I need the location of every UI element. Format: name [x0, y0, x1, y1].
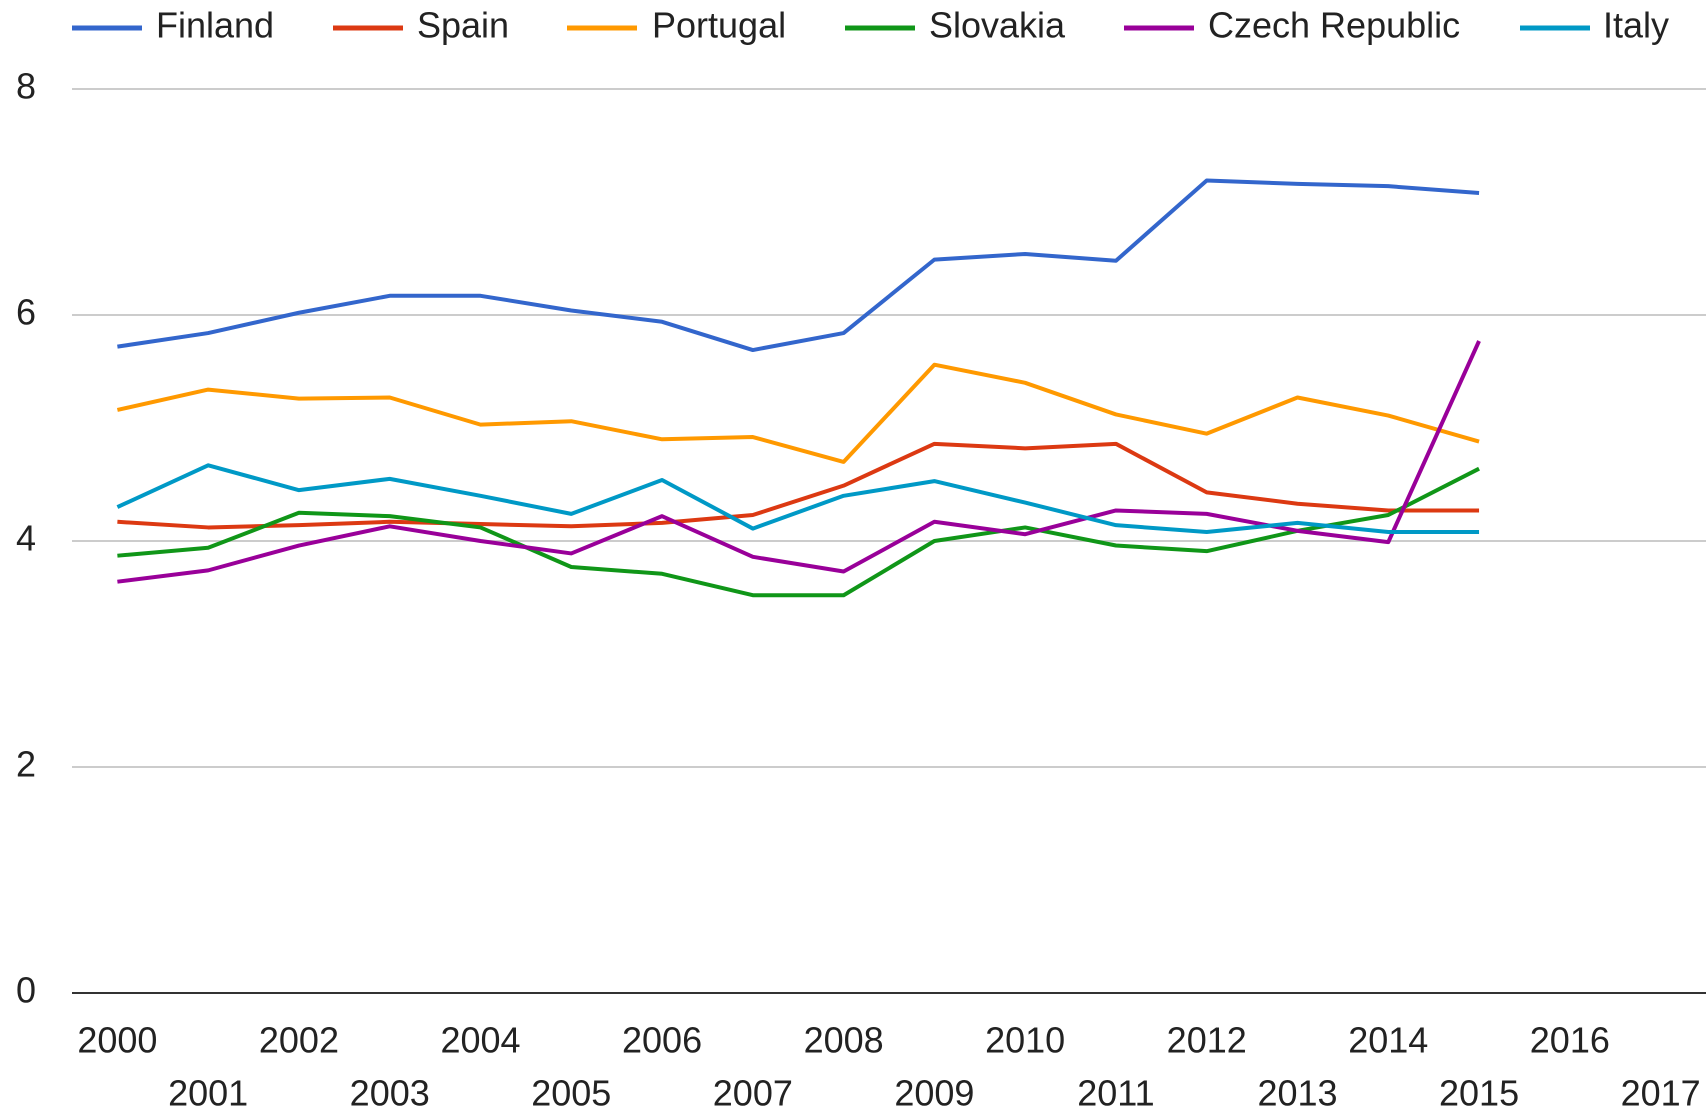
legend-label: Czech Republic [1208, 5, 1460, 46]
series-line [116, 463, 1480, 534]
x-tick-label: 2002 [259, 1020, 339, 1061]
series-line [117, 178, 1480, 353]
y-tick-label: 4 [16, 518, 36, 559]
x-tick-label: 2001 [168, 1073, 248, 1114]
x-tick-label: 2015 [1439, 1073, 1519, 1114]
x-tick-label: 2014 [1348, 1020, 1428, 1061]
x-tick-label: 2005 [531, 1073, 611, 1114]
legend-label: Spain [417, 5, 509, 46]
legend-label: Italy [1603, 5, 1669, 46]
x-tick-label: 2008 [804, 1020, 884, 1061]
x-tick-label: 2006 [622, 1020, 702, 1061]
y-tick-label: 0 [16, 970, 36, 1011]
x-tick-label: 2012 [1167, 1020, 1247, 1061]
series-line [117, 466, 1480, 598]
y-tick-label: 6 [16, 292, 36, 333]
x-tick-label: 2013 [1257, 1073, 1337, 1114]
series-line [117, 340, 1481, 584]
series-line [116, 362, 1480, 464]
legend-label: Finland [156, 5, 274, 46]
y-tick-label: 2 [16, 744, 36, 785]
legend-label: Slovakia [929, 5, 1066, 46]
series-line [117, 441, 1480, 530]
x-tick-label: 2010 [985, 1020, 1065, 1061]
y-tick-label: 8 [16, 66, 36, 107]
x-tick-label: 2007 [713, 1073, 793, 1114]
legend-label: Portugal [652, 5, 786, 46]
x-tick-label: 2011 [1077, 1073, 1154, 1114]
x-tick-label: 2000 [77, 1020, 157, 1061]
x-tick-label: 2016 [1530, 1020, 1610, 1061]
x-tick-label: 2017 [1621, 1073, 1701, 1114]
x-tick-label: 2003 [350, 1073, 430, 1114]
x-tick-label: 2004 [440, 1020, 520, 1061]
x-tick-label: 2009 [894, 1073, 974, 1114]
